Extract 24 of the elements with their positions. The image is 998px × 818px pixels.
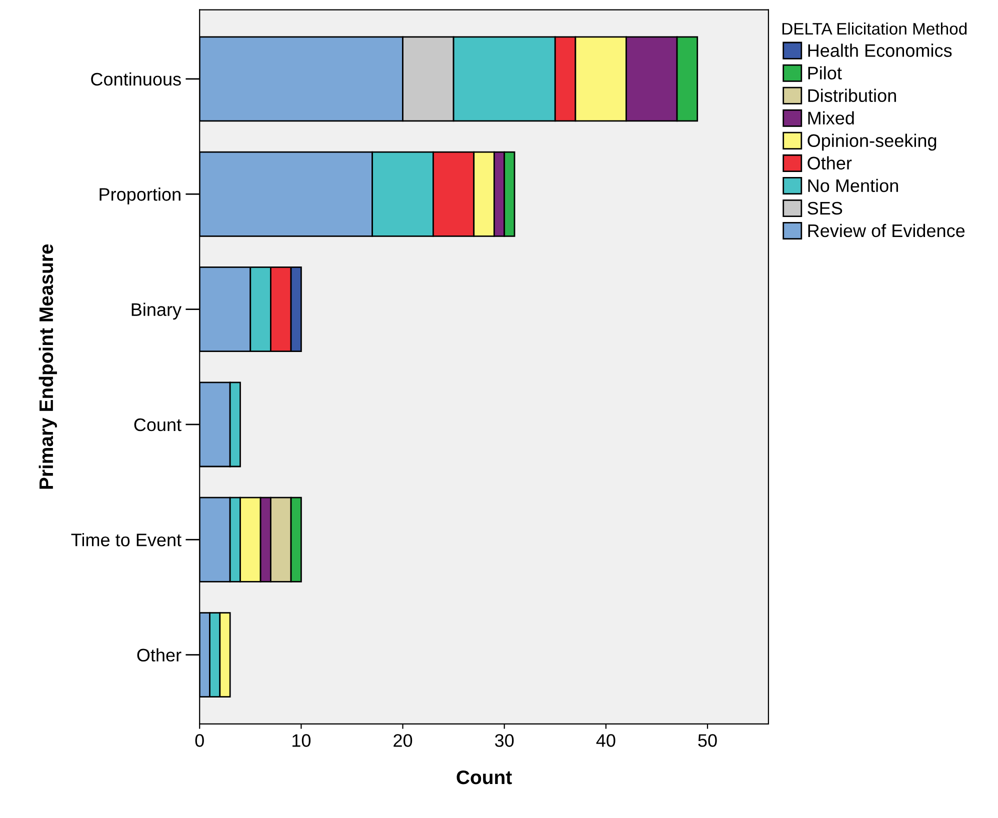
x-tick-label: 0	[195, 734, 204, 747]
x-tick-label: 40	[596, 734, 616, 747]
x-axis-title: Count	[456, 770, 512, 784]
y-axis-title: Primary Endpoint Measure	[38, 244, 57, 489]
legend-label: Other	[808, 156, 852, 170]
y-tick-label: Time to Event	[71, 533, 182, 546]
legend-label: Mixed	[808, 111, 854, 125]
x-tick-label: 30	[494, 734, 514, 747]
x-tick-label: 10	[292, 734, 311, 747]
legend-label: No Mention	[808, 178, 898, 192]
legend-label: Opinion-seeking	[808, 134, 936, 151]
x-tick-label: 20	[394, 734, 412, 747]
legend-label: Health Economics	[808, 44, 952, 57]
legend-label: Pilot	[808, 66, 842, 80]
legend-label: SES	[808, 202, 842, 215]
legend-label: Distribution	[808, 88, 896, 102]
legend-title: DELTA Elicitation Method	[782, 22, 967, 35]
y-tick-label: Binary	[132, 302, 182, 320]
y-tick-label: Proportion	[100, 188, 180, 204]
y-tick-label: Count	[134, 418, 182, 432]
x-tick-label: 50	[698, 734, 717, 747]
y-tick-label: Continuous	[91, 72, 181, 86]
legend-label: Review of Evidence	[808, 224, 965, 238]
y-tick-label: Other	[137, 648, 182, 662]
